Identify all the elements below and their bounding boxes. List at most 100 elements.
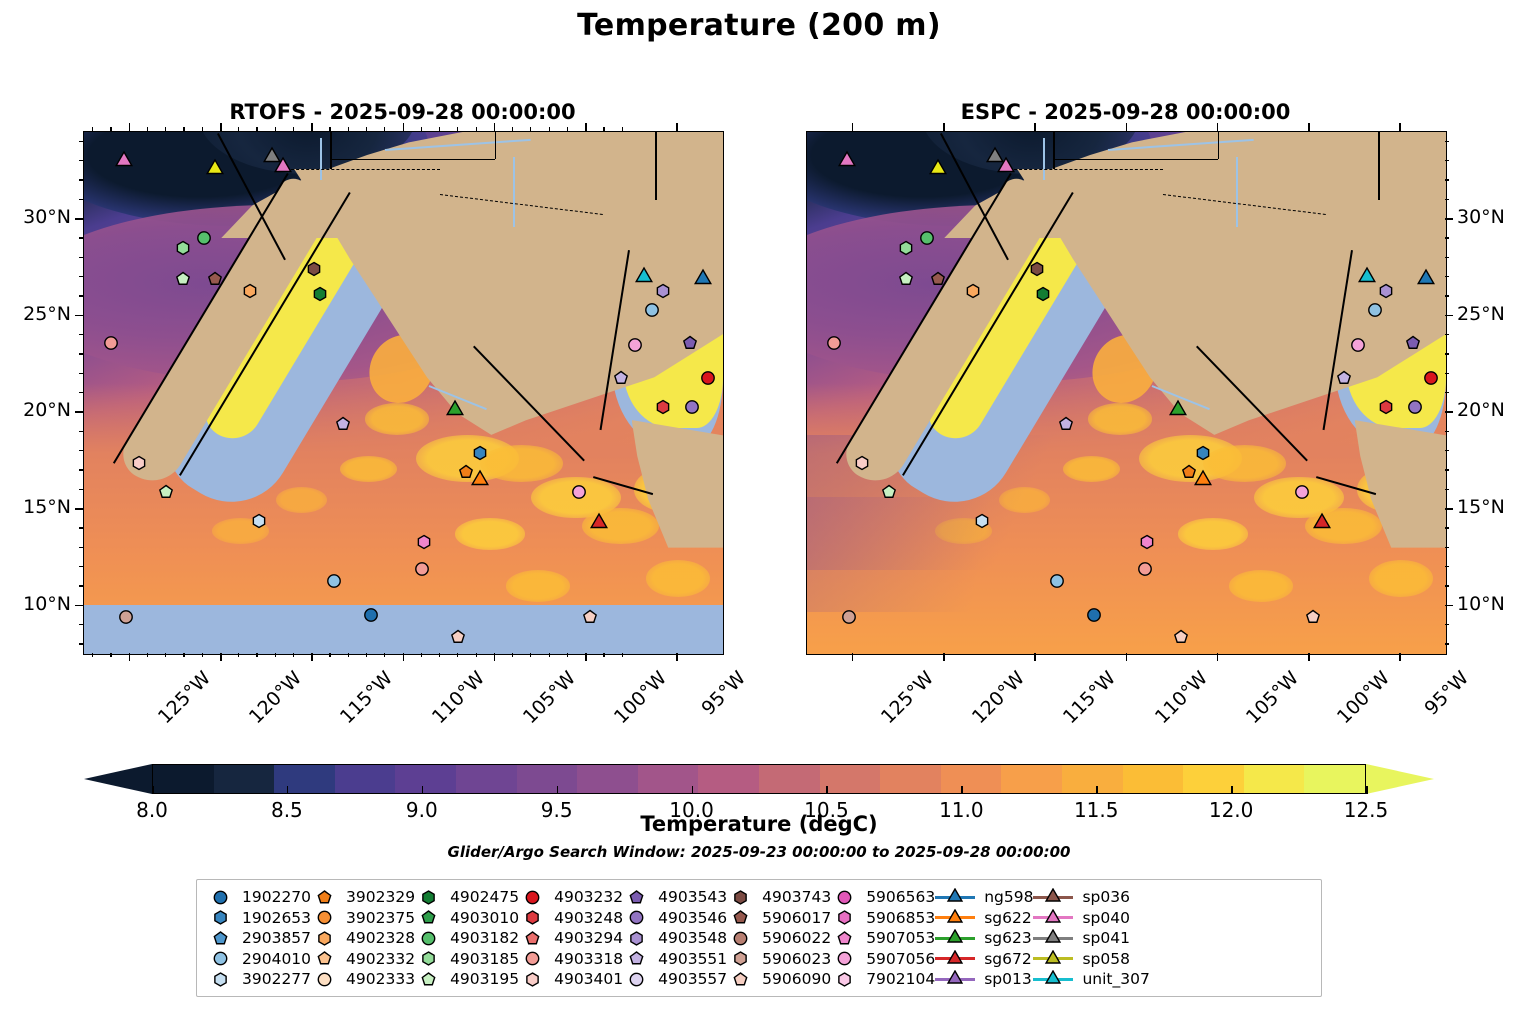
legend-item-sp058[interactable]: sp058 bbox=[1033, 949, 1149, 969]
map-marker-sg672[interactable] bbox=[1312, 512, 1332, 533]
map-marker-2904010[interactable] bbox=[1050, 573, 1065, 588]
map-marker-4903551[interactable] bbox=[1059, 416, 1074, 431]
legend-item-5906017[interactable]: 5906017 bbox=[727, 908, 831, 928]
map-marker-5906017[interactable] bbox=[208, 271, 223, 286]
map-marker-4903743[interactable] bbox=[307, 261, 322, 277]
map-marker-5906023[interactable] bbox=[118, 610, 133, 625]
map-marker-4903182[interactable] bbox=[920, 231, 935, 246]
legend-item-sp036[interactable]: sp036 bbox=[1033, 887, 1149, 907]
map-marker-4902475[interactable] bbox=[1035, 287, 1050, 302]
legend-item-sp041[interactable]: sp041 bbox=[1033, 928, 1149, 948]
legend-item-sg622[interactable]: sg622 bbox=[935, 908, 1033, 928]
legend-item-4903543[interactable]: 4903543 bbox=[623, 887, 727, 907]
map-marker-5906090[interactable] bbox=[1174, 629, 1189, 644]
legend-item-3902277[interactable]: 3902277 bbox=[207, 969, 311, 989]
map-marker-4903543[interactable] bbox=[1406, 335, 1421, 350]
map-marker-4903232[interactable] bbox=[1424, 370, 1439, 385]
map-marker-ng598[interactable] bbox=[473, 445, 488, 461]
map-marker-unit_307[interactable] bbox=[1357, 266, 1377, 287]
map-marker-ng598b[interactable] bbox=[693, 268, 713, 289]
legend-item-4903401[interactable]: 4903401 bbox=[519, 969, 623, 989]
legend-item-4903318[interactable]: 4903318 bbox=[519, 949, 623, 969]
legend-item-4903546[interactable]: 4903546 bbox=[623, 908, 727, 928]
map-marker-5907056b[interactable] bbox=[628, 337, 643, 352]
map-marker-4903318[interactable] bbox=[104, 335, 119, 350]
map-marker-4903551b[interactable] bbox=[1336, 370, 1351, 385]
map-marker-sg623[interactable] bbox=[445, 399, 465, 420]
legend-item-3902329[interactable]: 3902329 bbox=[311, 887, 415, 907]
map-marker-4903401[interactable] bbox=[854, 455, 869, 470]
map-marker-4903318b[interactable] bbox=[414, 561, 429, 576]
legend-item-sp040[interactable]: sp040 bbox=[1033, 908, 1149, 928]
map-marker-3902329[interactable] bbox=[1181, 464, 1196, 480]
map-marker-ng598b[interactable] bbox=[1416, 268, 1436, 289]
map-marker-sp058[interactable] bbox=[928, 158, 948, 179]
map-marker-sp040[interactable] bbox=[114, 150, 134, 171]
legend-item-5907056[interactable]: 5907056 bbox=[831, 949, 935, 969]
map-marker-2904010[interactable] bbox=[327, 573, 342, 588]
legend-item-4902475[interactable]: 4902475 bbox=[415, 887, 519, 907]
map-marker-4903232[interactable] bbox=[701, 370, 716, 385]
map-marker-4903182[interactable] bbox=[197, 231, 212, 246]
map-marker-4903318[interactable] bbox=[827, 335, 842, 350]
map-marker-4903743[interactable] bbox=[1030, 261, 1045, 277]
map-marker-1902270[interactable] bbox=[363, 608, 378, 623]
map-marker-4903543[interactable] bbox=[683, 335, 698, 350]
map-marker-4903548[interactable] bbox=[655, 283, 670, 298]
map-marker-4903548[interactable] bbox=[1378, 283, 1393, 298]
map-marker-4902328[interactable] bbox=[243, 283, 258, 298]
legend-item-5906853[interactable]: 5906853 bbox=[831, 908, 935, 928]
map-marker-3902277[interactable] bbox=[975, 513, 990, 528]
legend-item-4903010[interactable]: 4903010 bbox=[415, 908, 519, 928]
map-marker-3902329[interactable] bbox=[458, 464, 473, 480]
legend-item-ng598[interactable]: ng598 bbox=[935, 887, 1033, 907]
legend-item-4903551[interactable]: 4903551 bbox=[623, 949, 727, 969]
map-marker-4903185[interactable] bbox=[898, 240, 913, 256]
map-marker-4903551b[interactable] bbox=[613, 370, 628, 385]
map-marker-sp040b[interactable] bbox=[996, 156, 1016, 177]
map-marker-4902475[interactable] bbox=[312, 287, 327, 302]
legend-item-4903182[interactable]: 4903182 bbox=[415, 928, 519, 948]
legend-item-7902104[interactable]: 7902104 bbox=[831, 969, 935, 989]
legend-item-4903557[interactable]: 4903557 bbox=[623, 969, 727, 989]
legend-item-4903294[interactable]: 4903294 bbox=[519, 928, 623, 948]
map-marker-sg622[interactable] bbox=[470, 469, 490, 490]
legend-item-5906563[interactable]: 5906563 bbox=[831, 887, 935, 907]
map-marker-5906017[interactable] bbox=[931, 271, 946, 286]
map-marker-4903546[interactable] bbox=[684, 399, 699, 414]
map-marker-4903318b[interactable] bbox=[1137, 561, 1152, 576]
legend-item-4902333[interactable]: 4902333 bbox=[311, 969, 415, 989]
legend-item-4902328[interactable]: 4902328 bbox=[311, 928, 415, 948]
map-marker-5907056[interactable] bbox=[571, 484, 586, 499]
legend-item-3902375[interactable]: 3902375 bbox=[311, 908, 415, 928]
map-marker-unit_307[interactable] bbox=[634, 266, 654, 287]
legend-item-4903743[interactable]: 4903743 bbox=[727, 887, 831, 907]
legend-item-1902270[interactable]: 1902270 bbox=[207, 887, 311, 907]
map-marker-4903195[interactable] bbox=[175, 271, 190, 286]
legend-item-sg672[interactable]: sg672 bbox=[935, 949, 1033, 969]
map-marker-4903248[interactable] bbox=[655, 399, 670, 414]
map-marker-4903546[interactable] bbox=[1407, 399, 1422, 414]
legend-item-unit_307[interactable]: unit_307 bbox=[1033, 969, 1150, 989]
map-marker-sp058[interactable] bbox=[205, 158, 225, 179]
legend-item-4903548[interactable]: 4903548 bbox=[623, 928, 727, 948]
legend-item-1902653[interactable]: 1902653 bbox=[207, 908, 311, 928]
legend-item-4903248[interactable]: 4903248 bbox=[519, 908, 623, 928]
map-marker-1902270[interactable] bbox=[1086, 608, 1101, 623]
legend-item-4903185[interactable]: 4903185 bbox=[415, 949, 519, 969]
map-marker-5907056b[interactable] bbox=[1351, 337, 1366, 352]
map-marker-5907053[interactable] bbox=[416, 534, 431, 550]
legend-item-4902332[interactable]: 4902332 bbox=[311, 949, 415, 969]
map-marker-sg622[interactable] bbox=[1193, 469, 1213, 490]
map-marker-ng598[interactable] bbox=[1196, 445, 1211, 461]
map-marker-4903185[interactable] bbox=[175, 240, 190, 256]
map-marker-5906023[interactable] bbox=[841, 610, 856, 625]
map-marker-2904010b[interactable] bbox=[1367, 302, 1382, 317]
map-marker-3902277[interactable] bbox=[252, 513, 267, 528]
map-marker-4902328[interactable] bbox=[966, 283, 981, 298]
map-marker-sp040b[interactable] bbox=[273, 156, 293, 177]
legend-item-5907053[interactable]: 5907053 bbox=[831, 928, 935, 948]
map-marker-sg672[interactable] bbox=[589, 512, 609, 533]
legend-item-2904010[interactable]: 2904010 bbox=[207, 949, 311, 969]
legend-item-4903232[interactable]: 4903232 bbox=[519, 887, 623, 907]
